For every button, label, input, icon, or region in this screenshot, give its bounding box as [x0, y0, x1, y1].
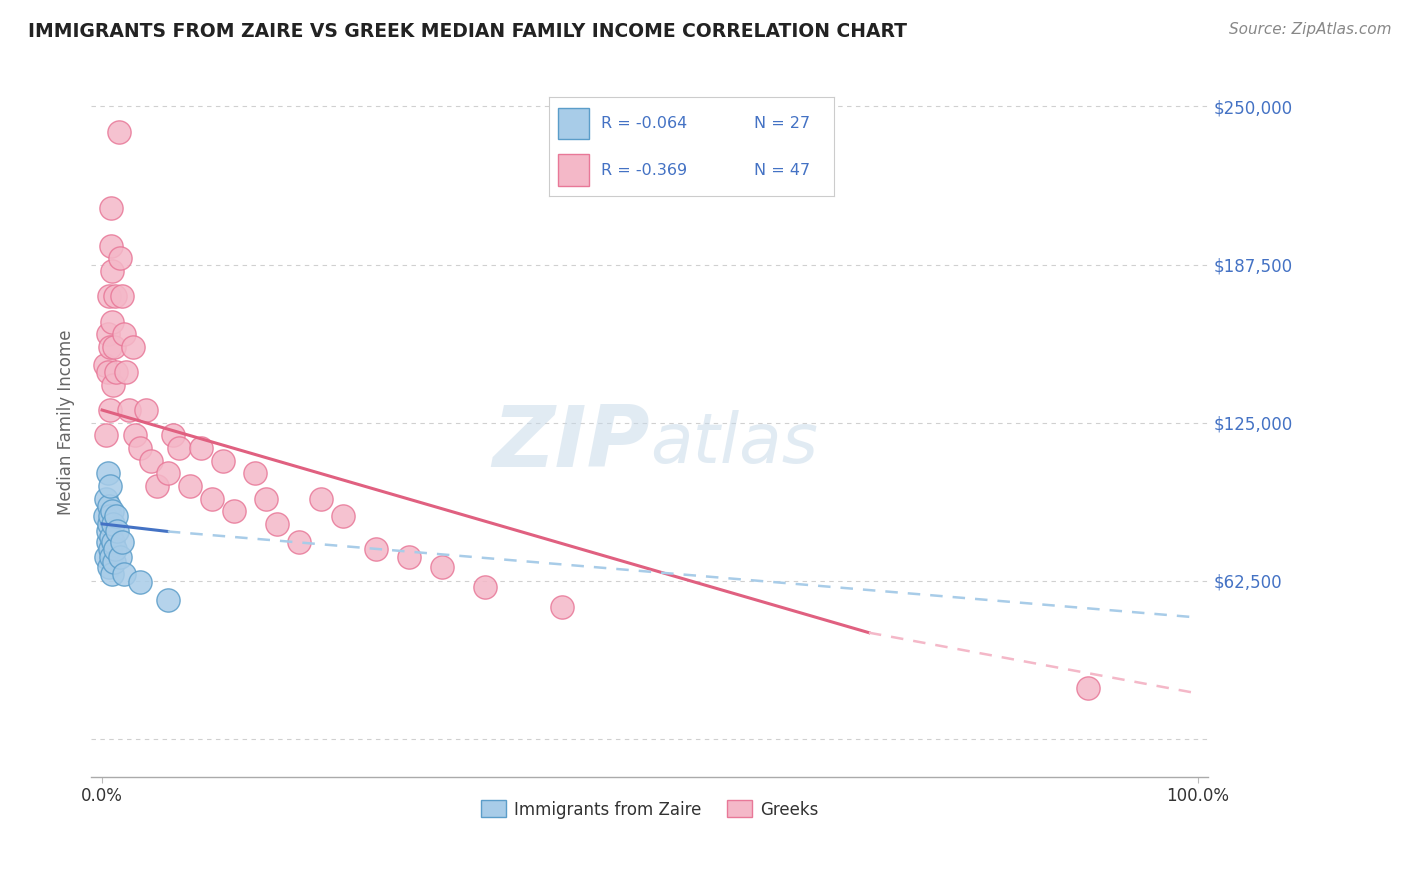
Point — [97, 524, 120, 539]
Point — [167, 441, 190, 455]
Point — [104, 542, 127, 557]
Point — [551, 600, 574, 615]
Point — [112, 567, 135, 582]
Point — [1077, 681, 1099, 696]
Point — [162, 428, 184, 442]
Point — [107, 524, 129, 539]
Point — [156, 592, 179, 607]
Point — [105, 365, 128, 379]
Point — [97, 534, 120, 549]
Point — [98, 542, 121, 557]
Point — [97, 516, 120, 531]
Point — [124, 428, 146, 442]
Point — [97, 499, 120, 513]
Point — [101, 534, 124, 549]
Point — [190, 441, 212, 455]
Point — [254, 491, 277, 506]
Point — [115, 365, 138, 379]
Point — [101, 314, 124, 328]
Point — [101, 264, 124, 278]
Point — [98, 479, 121, 493]
Point — [96, 428, 118, 442]
Point — [364, 542, 387, 557]
Point — [146, 479, 169, 493]
Point — [108, 252, 131, 266]
Legend: Immigrants from Zaire, Greeks: Immigrants from Zaire, Greeks — [474, 794, 825, 825]
Point — [103, 340, 125, 354]
Point — [141, 453, 163, 467]
Point — [135, 403, 157, 417]
Point — [97, 365, 120, 379]
Point — [94, 509, 117, 524]
Point — [101, 377, 124, 392]
Point — [398, 549, 420, 564]
Point — [245, 467, 267, 481]
Point — [96, 491, 118, 506]
Point — [112, 327, 135, 342]
Point — [101, 567, 124, 582]
Point — [211, 453, 233, 467]
Point — [129, 441, 152, 455]
Point — [108, 549, 131, 564]
Text: Source: ZipAtlas.com: Source: ZipAtlas.com — [1229, 22, 1392, 37]
Point — [179, 479, 201, 493]
Point — [288, 534, 311, 549]
Point — [111, 289, 134, 303]
Text: ZIP: ZIP — [492, 402, 650, 485]
Point — [100, 238, 122, 252]
Point — [104, 289, 127, 303]
Point — [98, 403, 121, 417]
Point — [111, 534, 134, 549]
Point — [100, 529, 122, 543]
Y-axis label: Median Family Income: Median Family Income — [58, 330, 75, 516]
Text: atlas: atlas — [650, 410, 818, 477]
Point — [156, 467, 179, 481]
Point — [222, 504, 245, 518]
Point — [266, 516, 288, 531]
Point — [474, 580, 496, 594]
Point — [107, 125, 129, 139]
Point — [101, 504, 124, 518]
Point — [105, 509, 128, 524]
Point — [103, 555, 125, 569]
Point — [430, 560, 453, 574]
Point — [97, 467, 120, 481]
Text: IMMIGRANTS FROM ZAIRE VS GREEK MEDIAN FAMILY INCOME CORRELATION CHART: IMMIGRANTS FROM ZAIRE VS GREEK MEDIAN FA… — [28, 22, 907, 41]
Point — [118, 403, 141, 417]
Point — [129, 575, 152, 590]
Point — [98, 509, 121, 524]
Point — [201, 491, 224, 506]
Point — [100, 201, 122, 215]
Point — [100, 549, 122, 564]
Point — [332, 509, 354, 524]
Point — [97, 327, 120, 342]
Point — [121, 340, 143, 354]
Point — [98, 340, 121, 354]
Point — [309, 491, 332, 506]
Point — [97, 289, 120, 303]
Point — [101, 516, 124, 531]
Point — [97, 560, 120, 574]
Point — [94, 358, 117, 372]
Point — [96, 549, 118, 564]
